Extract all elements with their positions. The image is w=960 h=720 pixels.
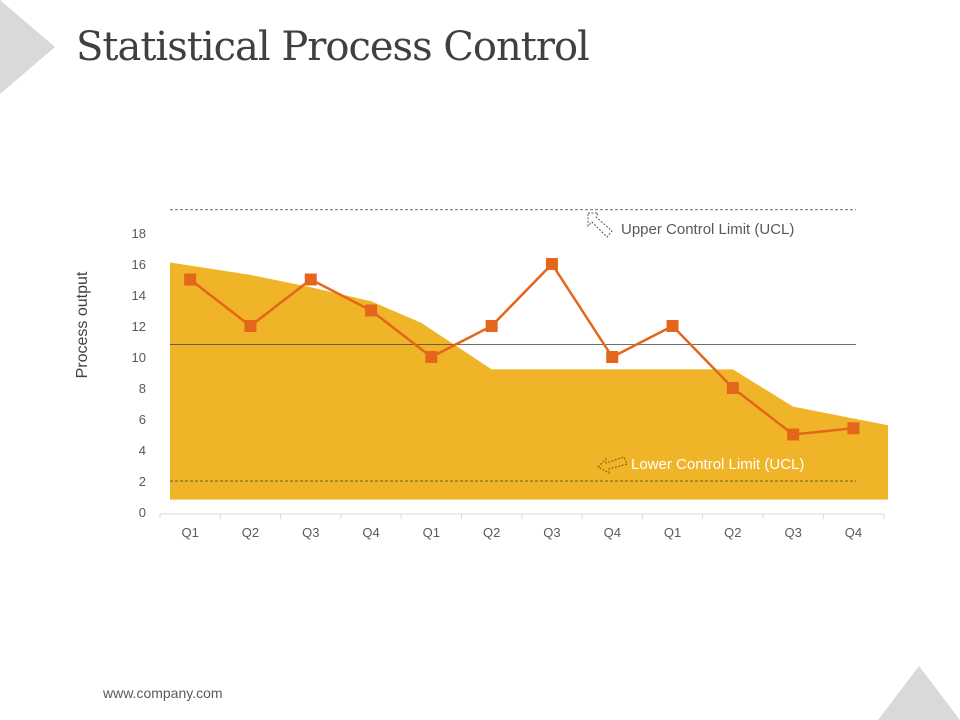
data-point <box>425 351 438 363</box>
x-tick-label: Q1 <box>423 525 440 540</box>
y-tick-label: 2 <box>139 474 146 489</box>
y-tick-label: 18 <box>132 226 146 241</box>
x-tick-label: Q2 <box>724 525 741 540</box>
y-tick-label: 14 <box>132 288 146 303</box>
y-tick-label: 0 <box>139 505 146 520</box>
data-point <box>847 422 860 435</box>
data-point <box>485 320 498 332</box>
data-point <box>606 351 619 363</box>
footer-url: www.company.com <box>103 685 223 701</box>
data-point <box>726 382 739 394</box>
ucl-annotation: Upper Control Limit (UCL) <box>621 221 794 238</box>
y-tick-label: 12 <box>132 319 146 334</box>
data-point <box>244 320 257 332</box>
y-tick-label: 4 <box>139 443 146 458</box>
lcl-annotation: Lower Control Limit (UCL) <box>631 456 804 473</box>
corner-triangle-top-left <box>0 0 55 94</box>
data-point <box>545 258 558 270</box>
x-tick-label: Q4 <box>604 525 621 540</box>
x-tick-label: Q3 <box>543 525 560 540</box>
data-point <box>184 273 197 286</box>
y-tick-label: 8 <box>139 381 146 396</box>
slide-title: Statistical Process Control <box>76 24 590 70</box>
data-point <box>304 273 317 286</box>
arrow-up-left-icon <box>587 212 613 238</box>
area-series <box>170 262 888 500</box>
arrow-left-icon <box>597 456 628 474</box>
x-tick-label: Q4 <box>362 525 379 540</box>
x-tick-label: Q3 <box>302 525 319 540</box>
x-tick-label: Q3 <box>784 525 801 540</box>
x-tick-label: Q2 <box>483 525 500 540</box>
y-tick-label: 10 <box>132 350 146 365</box>
y-tick-label: 16 <box>132 257 146 272</box>
corner-triangle-bottom-right <box>878 666 960 720</box>
x-tick-label: Q4 <box>845 525 862 540</box>
y-tick-label: 6 <box>139 412 146 427</box>
line-series <box>189 262 854 436</box>
data-point <box>666 320 679 332</box>
x-tick-label: Q2 <box>242 525 259 540</box>
data-point <box>365 304 378 317</box>
y-axis-label: Process output <box>74 271 91 378</box>
data-point <box>787 428 800 441</box>
x-tick-label: Q1 <box>181 525 198 540</box>
x-tick-label: Q1 <box>664 525 681 540</box>
